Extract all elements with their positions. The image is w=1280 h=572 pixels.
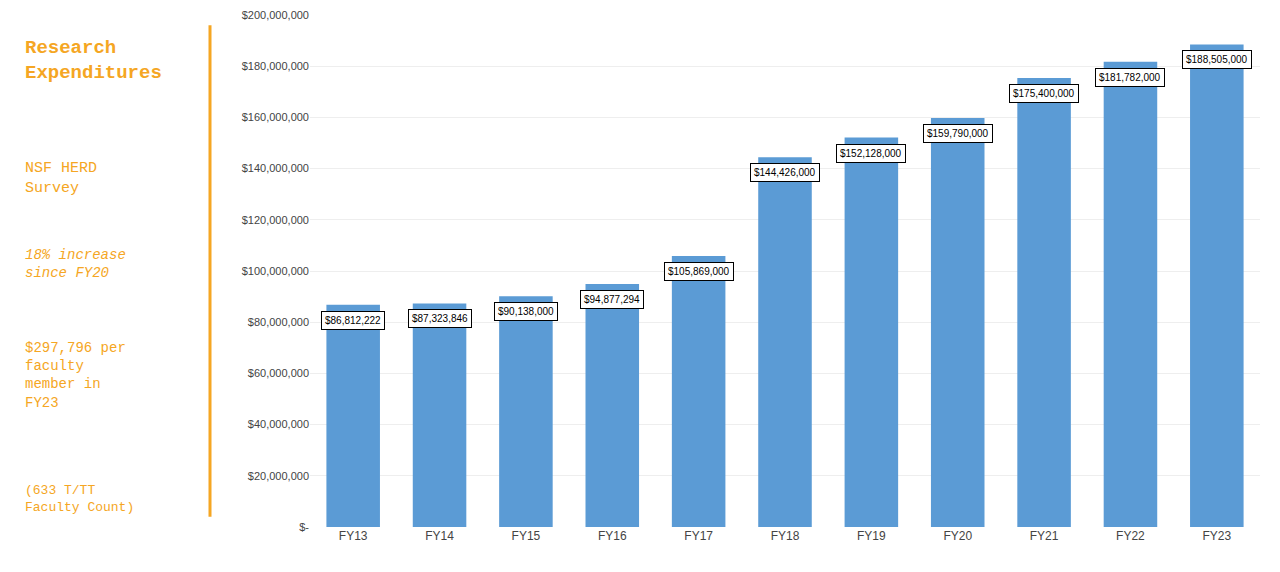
svg-text:ResearchExpenditures: ResearchExpenditures bbox=[25, 37, 162, 84]
svg-text:FY20: FY20 bbox=[943, 529, 972, 543]
svg-text:FY21: FY21 bbox=[1030, 529, 1059, 543]
svg-text:$200,000,000: $200,000,000 bbox=[242, 9, 309, 21]
svg-text:$181,782,000: $181,782,000 bbox=[1099, 72, 1161, 83]
svg-text:$80,000,000: $80,000,000 bbox=[248, 316, 309, 328]
svg-text:$40,000,000: $40,000,000 bbox=[248, 418, 309, 430]
svg-text:$94,877,294: $94,877,294 bbox=[584, 294, 640, 305]
svg-text:$159,790,000: $159,790,000 bbox=[927, 128, 989, 139]
svg-text:$144,426,000: $144,426,000 bbox=[754, 167, 816, 178]
svg-text:FY19: FY19 bbox=[857, 529, 886, 543]
svg-text:$105,869,000: $105,869,000 bbox=[668, 266, 730, 277]
svg-text:FY16: FY16 bbox=[598, 529, 627, 543]
svg-text:FY23: FY23 bbox=[1202, 529, 1231, 543]
svg-text:$100,000,000: $100,000,000 bbox=[242, 265, 309, 277]
svg-text:$152,128,000: $152,128,000 bbox=[840, 148, 902, 159]
svg-text:$188,505,000: $188,505,000 bbox=[1186, 54, 1248, 65]
svg-text:(633 T/TTFaculty Count): (633 T/TTFaculty Count) bbox=[25, 483, 134, 515]
svg-text:$-: $- bbox=[299, 521, 309, 533]
svg-text:FY15: FY15 bbox=[512, 529, 541, 543]
svg-text:$20,000,000: $20,000,000 bbox=[248, 470, 309, 482]
svg-text:FY14: FY14 bbox=[425, 529, 454, 543]
svg-text:$87,323,846: $87,323,846 bbox=[412, 313, 468, 324]
svg-text:18% increasesince FY20: 18% increasesince FY20 bbox=[25, 247, 126, 281]
svg-text:$90,138,000: $90,138,000 bbox=[498, 306, 554, 317]
svg-text:FY18: FY18 bbox=[771, 529, 800, 543]
svg-text:FY22: FY22 bbox=[1116, 529, 1145, 543]
svg-text:NSF HERDSurvey: NSF HERDSurvey bbox=[25, 160, 97, 197]
svg-text:$140,000,000: $140,000,000 bbox=[242, 162, 309, 174]
svg-text:$120,000,000: $120,000,000 bbox=[242, 214, 309, 226]
svg-text:$175,400,000: $175,400,000 bbox=[1013, 88, 1075, 99]
svg-text:$297,796 perfacultymember inFY: $297,796 perfacultymember inFY23 bbox=[25, 340, 126, 411]
svg-text:$60,000,000: $60,000,000 bbox=[248, 367, 309, 379]
svg-text:$160,000,000: $160,000,000 bbox=[242, 111, 309, 123]
svg-text:FY17: FY17 bbox=[684, 529, 713, 543]
svg-text:$86,812,222: $86,812,222 bbox=[325, 315, 381, 326]
svg-text:FY13: FY13 bbox=[339, 529, 368, 543]
svg-text:$180,000,000: $180,000,000 bbox=[242, 60, 309, 72]
